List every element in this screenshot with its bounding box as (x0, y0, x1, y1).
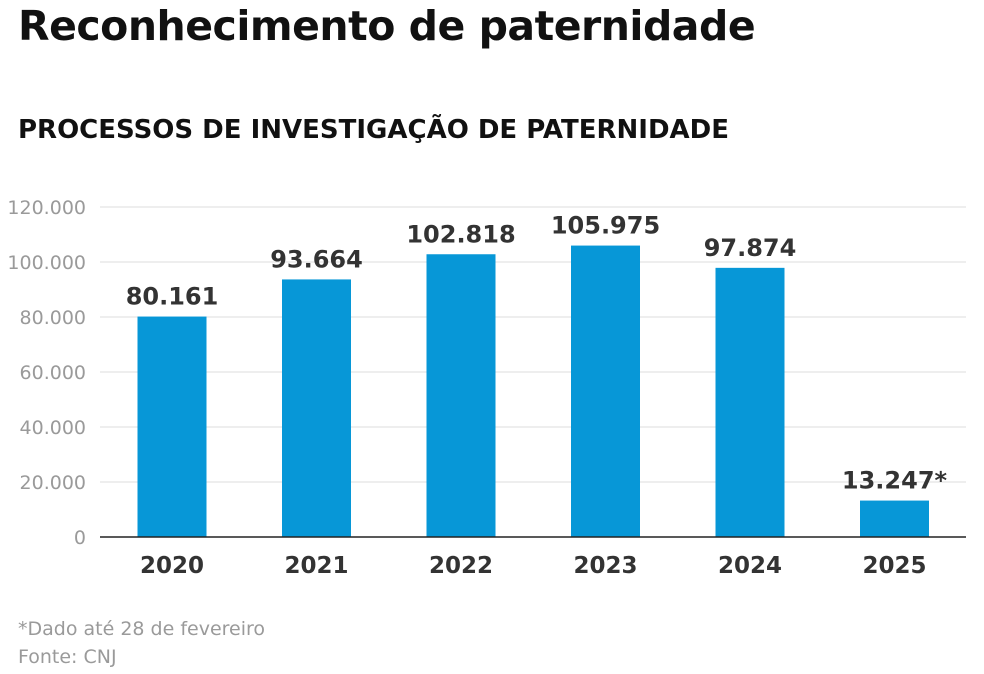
value-label: 102.818 (406, 220, 515, 248)
x-tick-label: 2023 (573, 553, 637, 579)
x-tick-label: 2021 (284, 553, 348, 579)
value-label: 93.664 (270, 245, 363, 273)
value-label: 105.975 (551, 212, 660, 240)
bar-2020 (137, 316, 207, 537)
y-tick-label: 80.000 (20, 307, 86, 329)
bar-2021 (282, 279, 351, 537)
value-label: 80.161 (126, 283, 219, 311)
y-tick-label: 0 (74, 527, 86, 549)
y-tick-label: 60.000 (20, 362, 86, 384)
x-tick-label: 2020 (140, 553, 204, 579)
x-tick-label: 2025 (862, 553, 926, 579)
value-label: 13.247* (842, 467, 948, 495)
y-tick-label: 40.000 (20, 417, 86, 439)
source-note: Fonte: CNJ (18, 646, 117, 668)
bar-2024 (715, 267, 785, 537)
bar-2022 (426, 254, 496, 538)
bars (137, 245, 929, 538)
bar-2025 (860, 500, 929, 537)
y-tick-label: 100.000 (7, 252, 86, 274)
x-tick-label: 2022 (429, 553, 493, 579)
value-label: 97.874 (704, 234, 797, 262)
chart-subtitle: PROCESSOS DE INVESTIGAÇÃO DE PATERNIDADE (18, 115, 730, 145)
y-tick-label: 20.000 (20, 472, 86, 494)
footnote: *Dado até 28 de fevereiro (18, 618, 266, 640)
y-tick-label: 120.000 (7, 197, 86, 219)
x-tick-label: 2024 (718, 553, 782, 579)
gridlines: 0 20.000 40.000 60.000 80.000 100.000 120.000 (7, 197, 966, 549)
labels: 80.161 2020 93.664 2021 102.818 2022 105.975 20… (126, 212, 948, 579)
bar-2023 (571, 245, 640, 537)
chart-title: Reconhecimento de paternidade (18, 2, 756, 50)
